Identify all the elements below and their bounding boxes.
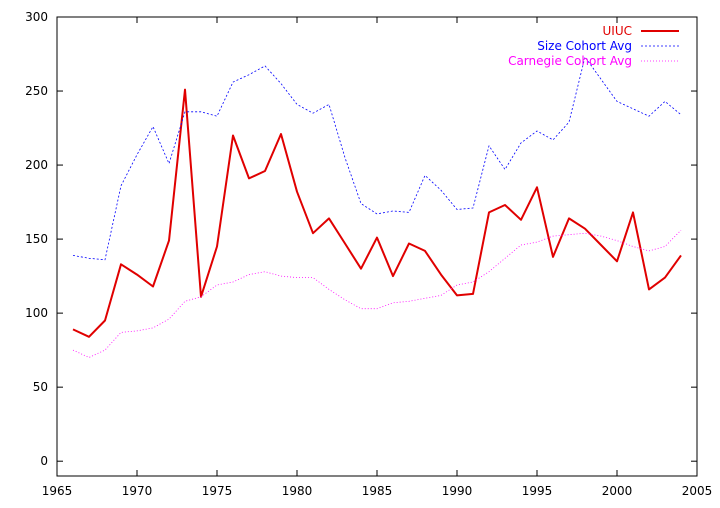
x-tick-label: 1980 <box>282 484 313 498</box>
x-axis: 1965 1970 1975 1980 1985 1990 1995 2000 2005 <box>42 17 713 498</box>
x-tick-label: 2000 <box>602 484 633 498</box>
series-layer <box>72 56 682 358</box>
x-tick-label: 1970 <box>122 484 153 498</box>
x-tick-label: 1990 <box>442 484 473 498</box>
plot-frame <box>56 16 698 477</box>
y-tick-label: 50 <box>33 380 48 394</box>
y-tick-label: 150 <box>25 232 48 246</box>
x-tick-label: 1985 <box>362 484 393 498</box>
legend-label: Carnegie Cohort Avg <box>508 54 632 68</box>
x-tick-label: 2005 <box>682 484 713 498</box>
y-tick-label: 100 <box>25 306 48 320</box>
x-tick-label: 1965 <box>42 484 73 498</box>
y-tick-label: 300 <box>25 10 48 24</box>
series-line-2 <box>72 229 682 358</box>
x-tick-label: 1995 <box>522 484 553 498</box>
y-axis: 0 50 100 150 200 250 300 <box>25 10 697 468</box>
series-line-0 <box>72 88 682 338</box>
y-tick-label: 200 <box>25 158 48 172</box>
y-tick-label: 250 <box>25 84 48 98</box>
x-tick-label: 1975 <box>202 484 233 498</box>
legend-label: Size Cohort Avg <box>537 39 632 53</box>
y-tick-label: 0 <box>40 454 48 468</box>
series-line-1 <box>72 56 682 261</box>
legend-label: UIUC <box>603 24 632 38</box>
